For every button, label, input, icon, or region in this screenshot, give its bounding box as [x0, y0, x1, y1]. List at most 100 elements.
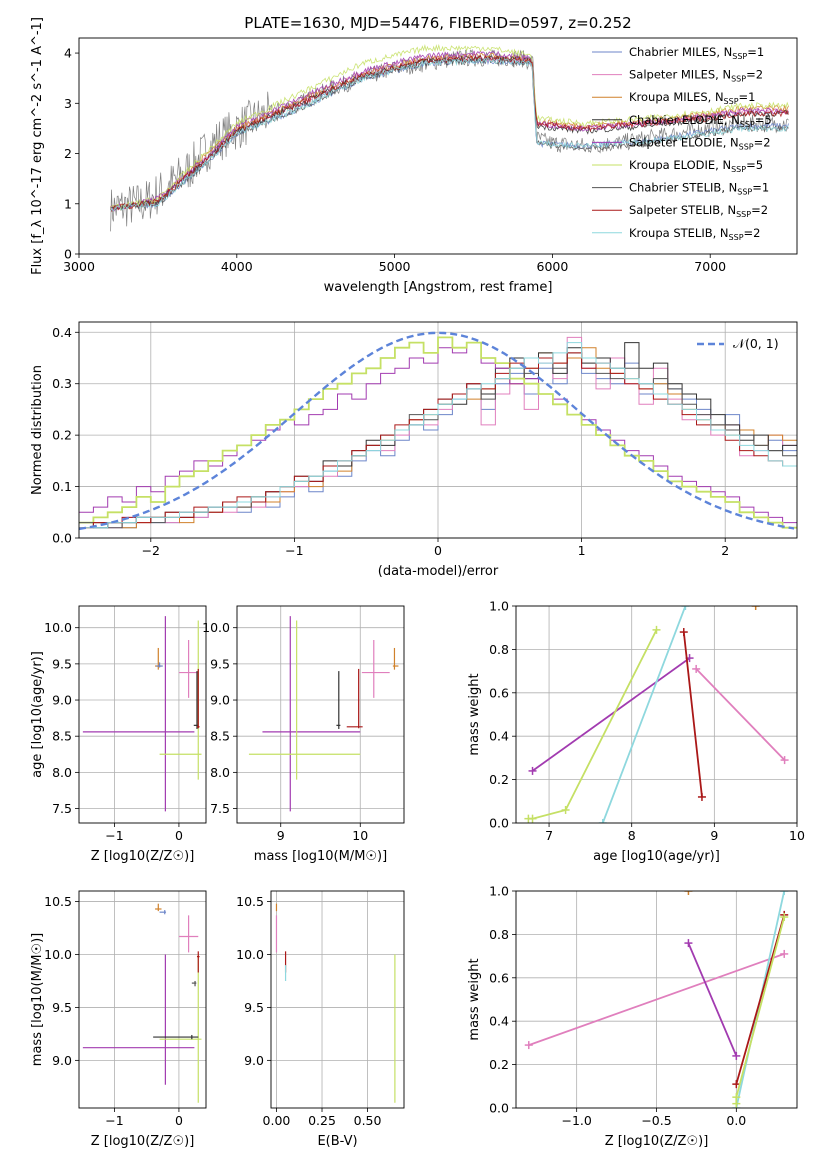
- plot-area: [82, 903, 202, 1103]
- errorbar-kroupa-miles: [155, 903, 162, 912]
- legend-label: Salpeter STELIB, NSSP=2: [629, 203, 768, 219]
- errorbar-salpeter-elodie: [82, 616, 195, 812]
- y-tick-label: 10.0: [44, 947, 72, 962]
- weight-marker-kroupa-elodie: [652, 625, 661, 634]
- x-tick-label: 7: [545, 828, 553, 843]
- y-tick-label: 0.3: [52, 376, 72, 391]
- y-tick-label: 0.1: [52, 479, 72, 494]
- weight-line-salpeter-elodie: [687, 942, 738, 1057]
- legend-label: Chabrier MILES, NSSP=1: [629, 45, 764, 61]
- y-axis-label: mass weight: [467, 958, 482, 1040]
- x-axis-label: age [log10(age/yr)]: [593, 849, 720, 864]
- plot-area: [524, 891, 789, 1108]
- y-tick-label: 3: [64, 96, 72, 111]
- weight-marker-salpeter-miles: [524, 1041, 533, 1050]
- weight-marker-kroupa-miles: [684, 891, 693, 895]
- weight-marker-kroupa-stelib: [681, 606, 690, 610]
- weight-marker-salpeter-elodie: [684, 939, 693, 948]
- chart-mass_vs_Z: −1 0 9.0 9.5 10.0 10.5 Z [log10(Z/Z☉)] mass [lo…: [30, 890, 207, 1149]
- y-tick-label: 9.5: [52, 1000, 72, 1015]
- y-tick-label: 0.8: [489, 642, 509, 657]
- legend-label: Chabrier ELODIE, NSSP=5: [629, 113, 772, 129]
- errorbar-salpeter-miles: [361, 639, 390, 698]
- histogram-kroupa-stelib: [79, 342, 797, 529]
- weight-line-salpeter-stelib: [682, 631, 703, 798]
- legend-label: Salpeter ELODIE, NSSP=2: [629, 135, 771, 151]
- x-tick-label: 9: [710, 828, 718, 843]
- y-tick-label: 10.5: [44, 894, 72, 909]
- x-axis-label: Z [log10(Z/Z☉)]: [91, 1134, 195, 1149]
- x-tick-label: 9: [277, 828, 285, 843]
- x-tick-label: 5000: [379, 259, 411, 274]
- y-tick-label: 8.5: [52, 729, 72, 744]
- y-axis-label: Normed distribution: [30, 365, 45, 495]
- weight-line-salpeter-miles: [528, 953, 785, 1046]
- y-tick-label: 9.0: [244, 1053, 264, 1068]
- legend-label: 𝒩(0, 1): [733, 336, 779, 351]
- errorbar-kroupa-elodie: [159, 954, 202, 1103]
- histogram-salpeter-elodie: [79, 342, 797, 524]
- chart-age_vs_mass: 9 10 7.5 8.0 8.5 9.0 9.5 10.0 mass [log10(M/M☉)]: [202, 605, 405, 864]
- y-tick-label: 7.5: [210, 801, 230, 816]
- legend-label: Kroupa STELIB, NSSP=2: [629, 226, 760, 242]
- axes-frame: [78, 37, 798, 255]
- weight-line-salpeter-miles: [695, 668, 786, 761]
- y-axis-label: mass weight: [467, 673, 482, 755]
- model-line-kroupa-elodie-n-ssp-5: [110, 43, 789, 211]
- errorbar-kroupa-miles: [392, 647, 399, 670]
- y-tick-label: 4: [64, 46, 72, 61]
- errorbar-salpeter-miles: [178, 639, 199, 698]
- chart-weight_vs_age: 7 8 9 10 0.0 0.2 0.4 0.6 0.8 1.0 age [log10(age/yr…: [467, 599, 805, 865]
- errorbar-chabrier-elodie: [336, 671, 341, 729]
- y-tick-label: 0.4: [489, 1014, 509, 1029]
- plot-area: [82, 616, 202, 812]
- errorbar-chabrier-miles: [156, 662, 163, 668]
- y-tick-label: 0.2: [489, 772, 509, 787]
- axes-frame: [78, 890, 207, 1109]
- x-tick-label: 0: [175, 828, 183, 843]
- gaussian-curve: [79, 331, 795, 531]
- y-tick-label: 0.6: [489, 685, 509, 700]
- plot-area: [79, 331, 797, 531]
- histogram-kroupa-elodie: [79, 336, 797, 529]
- x-tick-label: 3000: [63, 259, 95, 274]
- x-axis-label: E(B-V): [317, 1134, 357, 1149]
- errorbar-salpeter-miles: [178, 915, 199, 953]
- x-tick-label: −1.0: [561, 1113, 591, 1128]
- y-tick-label: 7.5: [52, 801, 72, 816]
- axes-frame: [236, 605, 405, 824]
- weight-marker-salpeter-miles: [692, 664, 701, 673]
- x-axis-label: Z [log10(Z/Z☉)]: [605, 1134, 709, 1149]
- weight-marker-kroupa-miles: [751, 606, 760, 610]
- weight-line-salpeter-elodie: [531, 657, 691, 772]
- y-tick-label: 9.0: [210, 693, 230, 708]
- y-axis-label: mass [log10(M/M☉)]: [30, 933, 45, 1066]
- plot-area: [110, 43, 789, 232]
- y-tick-label: 8.5: [210, 729, 230, 744]
- weight-marker-kroupa-elodie: [780, 913, 789, 922]
- axes-frame: [515, 890, 798, 1109]
- errorbar-chabrier-elodie: [193, 671, 199, 729]
- weight-marker-kroupa-elodie: [528, 814, 537, 823]
- y-tick-label: 8.0: [210, 765, 230, 780]
- y-tick-label: 0.6: [489, 970, 509, 985]
- x-tick-label: 6000: [537, 259, 569, 274]
- x-tick-label: 4000: [221, 259, 253, 274]
- chart-residuals: −2 −1 0 1 2 0.0 0.1 0.2 0.3 0.4 (data-model)/error…: [30, 321, 798, 579]
- errorbar-salpeter-stelib: [196, 951, 200, 973]
- x-tick-label: −1: [105, 1113, 123, 1128]
- plot-area: [275, 903, 396, 1103]
- weight-marker-salpeter-miles: [780, 949, 789, 958]
- y-tick-label: 0.8: [489, 927, 509, 942]
- legend-label: Salpeter MILES, NSSP=2: [629, 68, 763, 84]
- x-tick-label: −1: [285, 543, 303, 558]
- errorbar-chabrier-miles: [159, 910, 167, 915]
- y-tick-label: 10.5: [236, 894, 264, 909]
- chart-weight_vs_Z: −1.0 −0.5 0.0 0.0 0.2 0.4 0.6 0.8 1.0 Z [log10(Z/…: [467, 884, 798, 1149]
- y-tick-label: 8.0: [52, 765, 72, 780]
- y-tick-label: 10.0: [202, 620, 230, 635]
- errorbar-salpeter-elodie: [82, 954, 195, 1085]
- y-tick-label: 9.0: [52, 1053, 72, 1068]
- weight-marker-kroupa-elodie: [561, 805, 570, 814]
- y-tick-label: 0.0: [489, 816, 509, 831]
